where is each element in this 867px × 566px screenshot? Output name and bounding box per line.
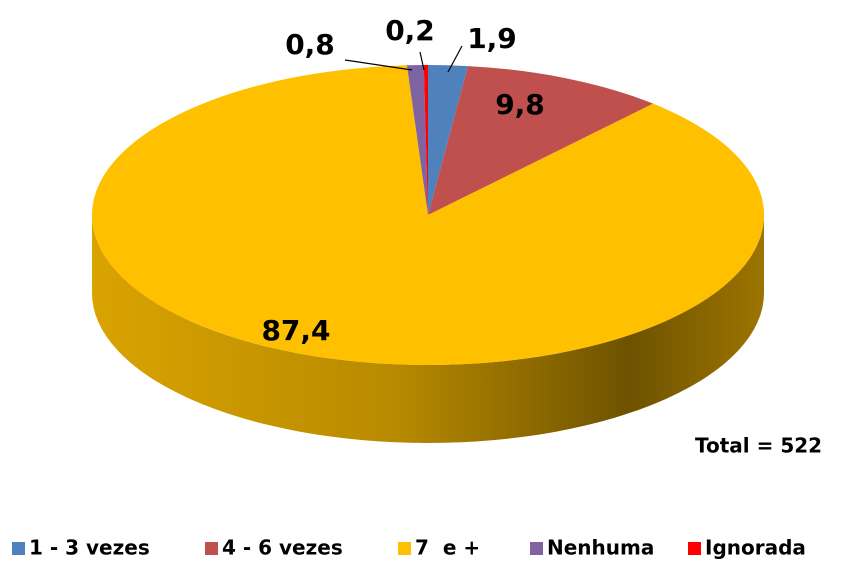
- legend-label: Nenhuma: [547, 536, 654, 560]
- legend-swatch: [530, 542, 543, 555]
- leader-line: [344, 59, 413, 71]
- legend-label: 4 - 6 vezes: [222, 536, 343, 560]
- leader-line: [447, 45, 463, 73]
- slice: [428, 65, 468, 215]
- data-label: 0,8: [285, 28, 335, 61]
- legend-swatch: [398, 542, 411, 555]
- legend-swatch: [688, 542, 701, 555]
- slice-side: [92, 215, 764, 443]
- legend-swatch: [205, 542, 218, 555]
- legend-swatch: [12, 542, 25, 555]
- data-label: 87,4: [261, 314, 330, 347]
- slice: [406, 65, 428, 215]
- slice: [428, 66, 654, 215]
- annotation: Total = 522: [695, 434, 822, 458]
- leader-line: [419, 51, 425, 71]
- legend-label: Ignorada: [705, 536, 806, 560]
- data-label: 1,9: [467, 22, 517, 55]
- slice: [423, 64, 428, 215]
- legend-label: 1 - 3 vezes: [29, 536, 150, 560]
- legend-label: 7 e +: [415, 536, 480, 560]
- slice: [92, 65, 765, 366]
- data-label: 0,2: [385, 14, 435, 47]
- data-label: 9,8: [495, 88, 545, 121]
